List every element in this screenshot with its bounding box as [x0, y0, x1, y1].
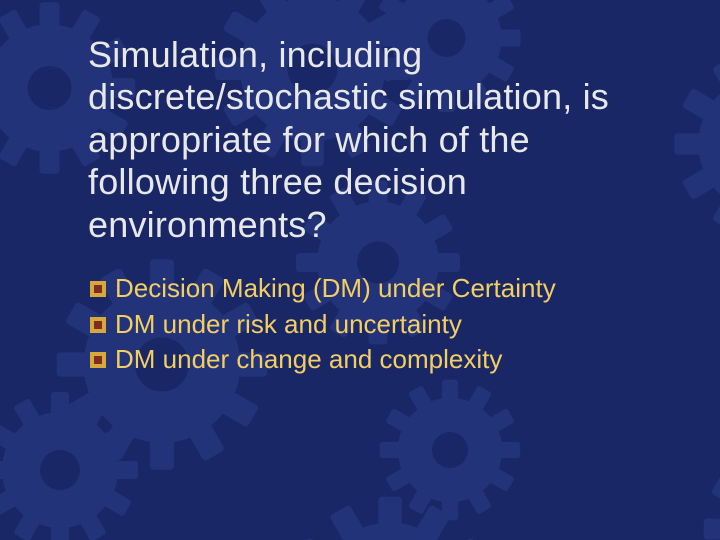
- slide-content: Simulation, including discrete/stochasti…: [0, 0, 720, 376]
- slide-title: Simulation, including discrete/stochasti…: [88, 34, 660, 246]
- slide: Simulation, including discrete/stochasti…: [0, 0, 720, 540]
- bullet-text: DM under risk and uncertainty: [115, 308, 660, 341]
- list-item: DM under change and complexity: [90, 343, 660, 376]
- bullet-square-icon: [90, 281, 106, 297]
- bullet-square-icon: [90, 317, 106, 333]
- bullet-text: DM under change and complexity: [115, 343, 660, 376]
- list-item: DM under risk and uncertainty: [90, 308, 660, 341]
- bullet-text: Decision Making (DM) under Certainty: [115, 272, 660, 305]
- bullet-square-icon: [90, 352, 106, 368]
- bullet-list: Decision Making (DM) under Certainty DM …: [88, 272, 660, 376]
- list-item: Decision Making (DM) under Certainty: [90, 272, 660, 305]
